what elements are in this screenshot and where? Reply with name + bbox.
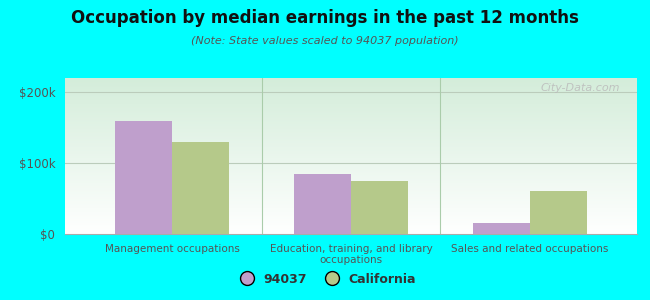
Text: (Note: State values scaled to 94037 population): (Note: State values scaled to 94037 popu… (191, 36, 459, 46)
Bar (351, 181, 408, 234)
Bar (172, 142, 229, 234)
Text: City-Data.com: City-Data.com (540, 83, 620, 93)
Bar (115, 121, 172, 234)
Bar (530, 191, 587, 234)
Legend: 94037, California: 94037, California (229, 268, 421, 291)
Bar (294, 174, 351, 234)
Bar (473, 224, 530, 234)
Text: Occupation by median earnings in the past 12 months: Occupation by median earnings in the pas… (71, 9, 579, 27)
